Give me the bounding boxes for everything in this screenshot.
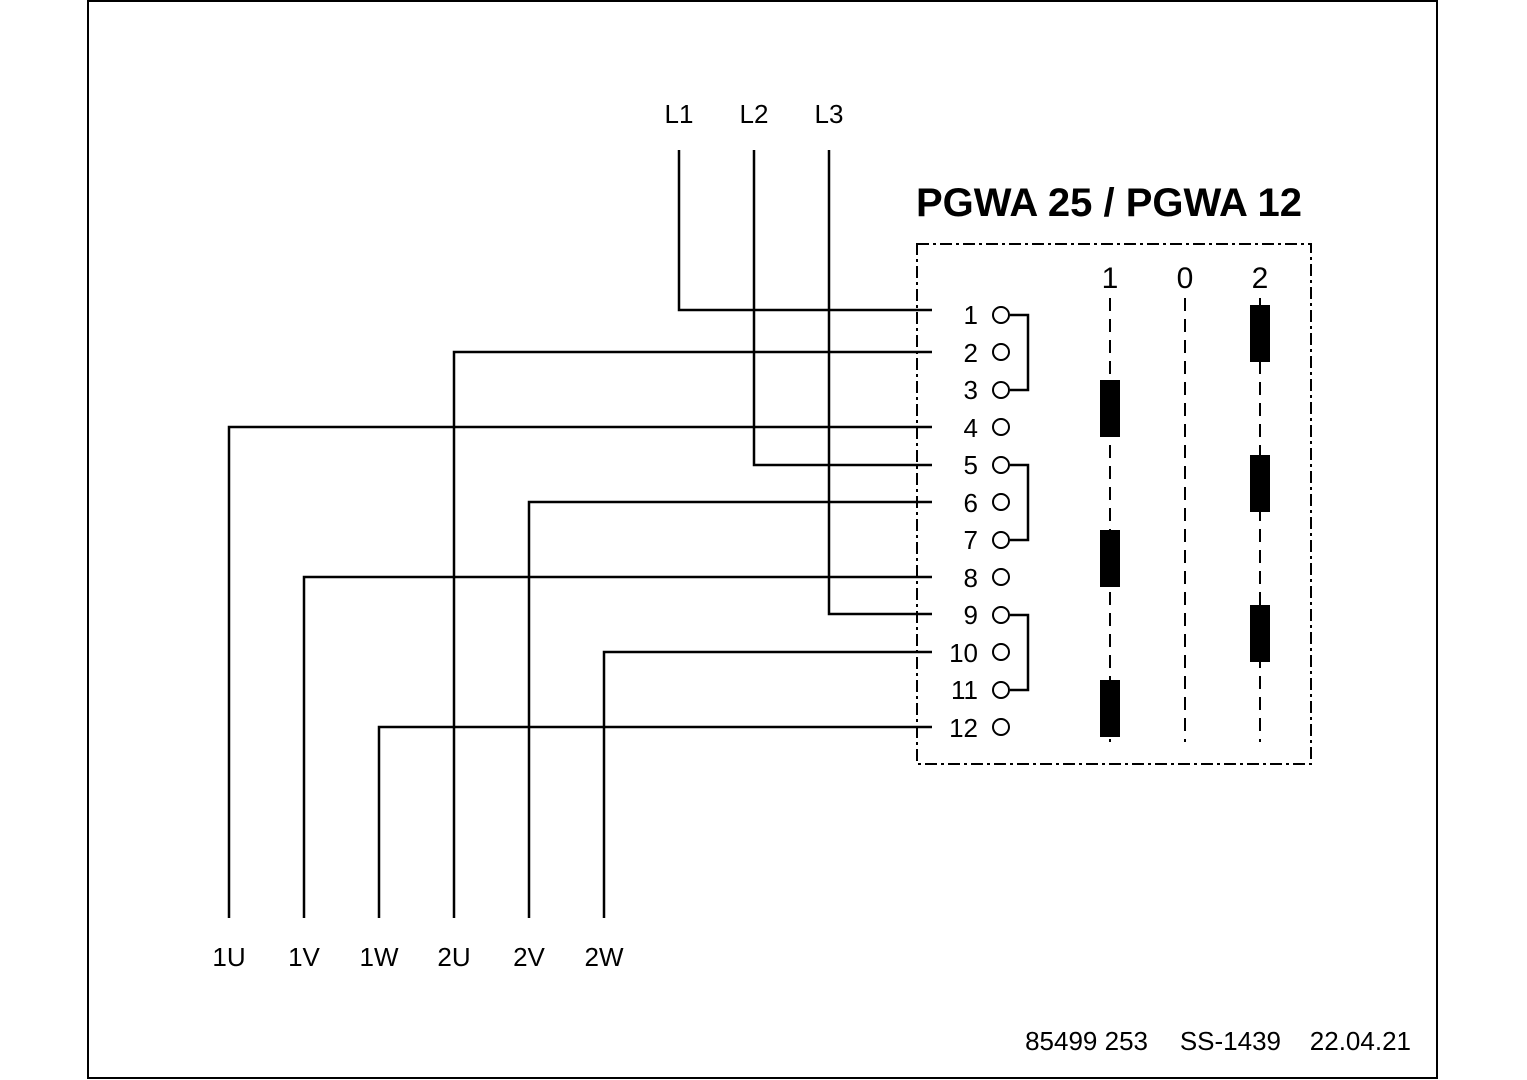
terminal-number-12: 12 xyxy=(949,713,978,743)
wire-1w-terminal-12 xyxy=(377,725,932,918)
terminal-number-1: 1 xyxy=(964,300,978,330)
wire-1v-terminal-8 xyxy=(302,575,932,918)
terminal-8 xyxy=(992,568,1010,586)
terminal-11 xyxy=(992,681,1010,699)
switch-enclosure xyxy=(916,243,1312,765)
terminal-number-11: 11 xyxy=(951,675,978,705)
terminal-7 xyxy=(992,531,1010,549)
jumper-5-7 xyxy=(1010,463,1030,542)
output-label-1u: 1U xyxy=(212,942,245,972)
wire-l2-terminal-5 xyxy=(752,150,932,467)
terminal-number-2: 2 xyxy=(964,338,978,368)
input-label-l1: L1 xyxy=(665,99,694,129)
diagram-title: PGWA 25 / PGWA 12 xyxy=(916,181,1302,225)
jumper-1-3 xyxy=(1010,313,1030,392)
drawing-frame xyxy=(87,0,1438,1079)
input-label-l3: L3 xyxy=(815,99,844,129)
terminal-3 xyxy=(992,381,1010,399)
contact-pos2-terminals-5-6 xyxy=(1250,455,1270,512)
terminal-6 xyxy=(992,493,1010,511)
wire-l1-terminal-1 xyxy=(677,150,932,312)
position-label-0: 0 xyxy=(1177,262,1194,295)
position-label-1: 1 xyxy=(1102,262,1119,295)
footer-part-number: 85499 253 xyxy=(1025,1026,1148,1056)
terminal-1 xyxy=(992,306,1010,324)
terminal-12 xyxy=(992,718,1010,736)
terminal-10 xyxy=(992,643,1010,661)
output-label-2u: 2U xyxy=(437,942,470,972)
jumper-9-11 xyxy=(1010,613,1030,692)
terminal-number-7: 7 xyxy=(964,525,978,555)
terminal-number-8: 8 xyxy=(964,563,978,593)
footer-date: 22.04.21 xyxy=(1310,1026,1411,1056)
output-label-2v: 2V xyxy=(513,942,545,972)
contact-pos1-terminals-7-8 xyxy=(1100,530,1120,587)
input-label-l2: L2 xyxy=(740,99,769,129)
terminal-number-9: 9 xyxy=(964,600,978,630)
contact-pos1-terminals-11-12 xyxy=(1100,680,1120,737)
terminal-number-3: 3 xyxy=(964,375,978,405)
wire-2v-terminal-6 xyxy=(527,500,932,918)
footer-drawing-code: SS-1439 xyxy=(1180,1026,1281,1056)
wire-2w-terminal-10 xyxy=(602,650,932,918)
position-label-2: 2 xyxy=(1252,262,1269,295)
contact-pos2-terminals-9-10 xyxy=(1250,605,1270,662)
contact-pos1-terminals-3-4 xyxy=(1100,380,1120,437)
wire-1u-terminal-4 xyxy=(227,425,932,918)
contact-pos2-terminals-1-2 xyxy=(1250,305,1270,362)
terminal-9 xyxy=(992,606,1010,624)
wire-l3-terminal-9 xyxy=(827,150,932,616)
terminal-5 xyxy=(992,456,1010,474)
terminal-number-4: 4 xyxy=(964,413,978,443)
terminal-number-5: 5 xyxy=(964,450,978,480)
terminal-number-6: 6 xyxy=(964,488,978,518)
output-label-1v: 1V xyxy=(288,942,320,972)
output-label-1w: 1W xyxy=(360,942,399,972)
terminal-2 xyxy=(992,343,1010,361)
wire-2u-terminal-2 xyxy=(452,350,932,918)
terminal-4 xyxy=(992,418,1010,436)
output-label-2w: 2W xyxy=(585,942,624,972)
terminal-number-10: 10 xyxy=(949,638,978,668)
